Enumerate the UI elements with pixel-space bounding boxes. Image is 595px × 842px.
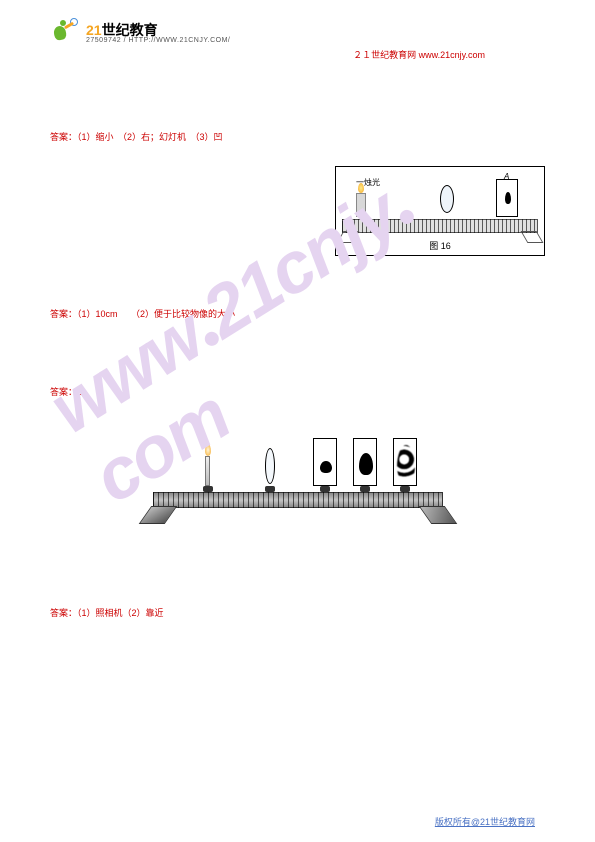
fig2-ticks xyxy=(153,492,443,508)
logo-title: 21世纪教育 xyxy=(86,23,230,37)
figure-1-wrap: 一烛光 A 图 16 xyxy=(50,162,545,260)
fig1-lens xyxy=(440,185,454,213)
fig2-flame xyxy=(205,444,211,456)
header-right-text: ２１世纪教育网 www.21cnjy.com xyxy=(353,48,485,61)
figure-2-wrap xyxy=(50,420,545,530)
fig1-flame xyxy=(358,183,364,193)
logo-accent: 21 xyxy=(86,22,102,38)
question-3-block: 答案：C xyxy=(50,385,545,399)
footer-text: 版权所有@21世纪教育网 xyxy=(435,815,535,828)
fig2-leg-left xyxy=(138,506,177,524)
fig2-candle xyxy=(205,456,210,486)
fig1-screen xyxy=(496,179,518,217)
fig1-candle xyxy=(356,193,366,217)
fig1-ticks xyxy=(342,219,538,233)
answer-2: 答案：（1）10cm （2）便于比较物像的大小 xyxy=(50,307,545,321)
fig2-screen-c xyxy=(393,438,417,486)
question-4-block: 答案：（1）照相机（2）靠近 xyxy=(50,606,545,620)
fig2-screen-a xyxy=(313,438,337,486)
question-2-block: 答案：（1）10cm （2）便于比较物像的大小 xyxy=(50,307,545,321)
logo-rest: 世纪教育 xyxy=(102,22,158,38)
logo-icon xyxy=(50,18,80,48)
logo-text: 21世纪教育 27509742 / HTTP://WWW.21CNJY.COM/ xyxy=(86,23,230,44)
figure-2 xyxy=(143,420,453,530)
figure-1: 一烛光 A 图 16 xyxy=(335,166,545,256)
logo-url: 27509742 / HTTP://WWW.21CNJY.COM/ xyxy=(86,37,230,44)
fig1-caption: 图 16 xyxy=(336,239,544,253)
page-content: 答案：（1）缩小 （2）右；幻灯机 （3）凹 一烛光 A 图 16 答案：（1）… xyxy=(50,80,545,638)
question-1-block: 答案：（1）缩小 （2）右；幻灯机 （3）凹 xyxy=(50,130,545,144)
fig2-leg-right xyxy=(418,506,457,524)
answer-3: 答案：C xyxy=(50,385,545,399)
fig2-screen-b xyxy=(353,438,377,486)
fig2-lens xyxy=(265,448,275,484)
answer-1: 答案：（1）缩小 （2）右；幻灯机 （3）凹 xyxy=(50,130,545,144)
answer-4: 答案：（1）照相机（2）靠近 xyxy=(50,606,545,620)
header: 21世纪教育 27509742 / HTTP://WWW.21CNJY.COM/ xyxy=(50,18,230,48)
